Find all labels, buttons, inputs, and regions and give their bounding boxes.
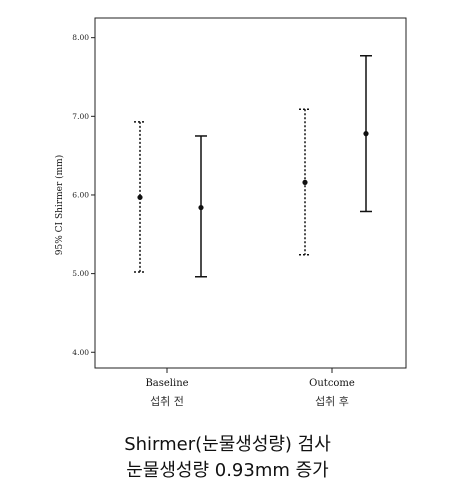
mean-point [302, 179, 308, 185]
mean-point [363, 131, 369, 137]
x-category-sublabel: 섭취 전 [150, 395, 184, 408]
y-tick-label: 5.00 [72, 269, 89, 278]
y-tick-label: 6.00 [72, 190, 89, 199]
chart: 4.00 5.00 6.00 7.00 8.00 Baseline 섭취 전 Outcome… [54, 17, 407, 408]
mean-point [198, 204, 204, 211]
caption-line-1: Shirmer(눈물생성량) 검사 [124, 434, 331, 455]
x-tick-label: Outcome [309, 378, 355, 389]
x-axis: Baseline 섭취 전 Outcome 섭취 후 [145, 368, 355, 408]
caption-line-2: 눈물생성량 0.93mm 증가 [126, 460, 329, 481]
y-tick-label: 4.00 [72, 348, 89, 357]
y-tick-label: 7.00 [72, 112, 89, 121]
error-bars [134, 55, 372, 278]
x-tick-label: Baseline [145, 378, 188, 389]
plot-frame [94, 17, 407, 369]
y-axis: 4.00 5.00 6.00 7.00 8.00 [72, 33, 95, 357]
y-tick-label: 8.00 [72, 33, 89, 42]
x-category-sublabel: 섭취 후 [315, 395, 349, 408]
mean-point [137, 194, 143, 200]
y-axis-label: 95% CI Shirmer (mm) [54, 155, 65, 255]
